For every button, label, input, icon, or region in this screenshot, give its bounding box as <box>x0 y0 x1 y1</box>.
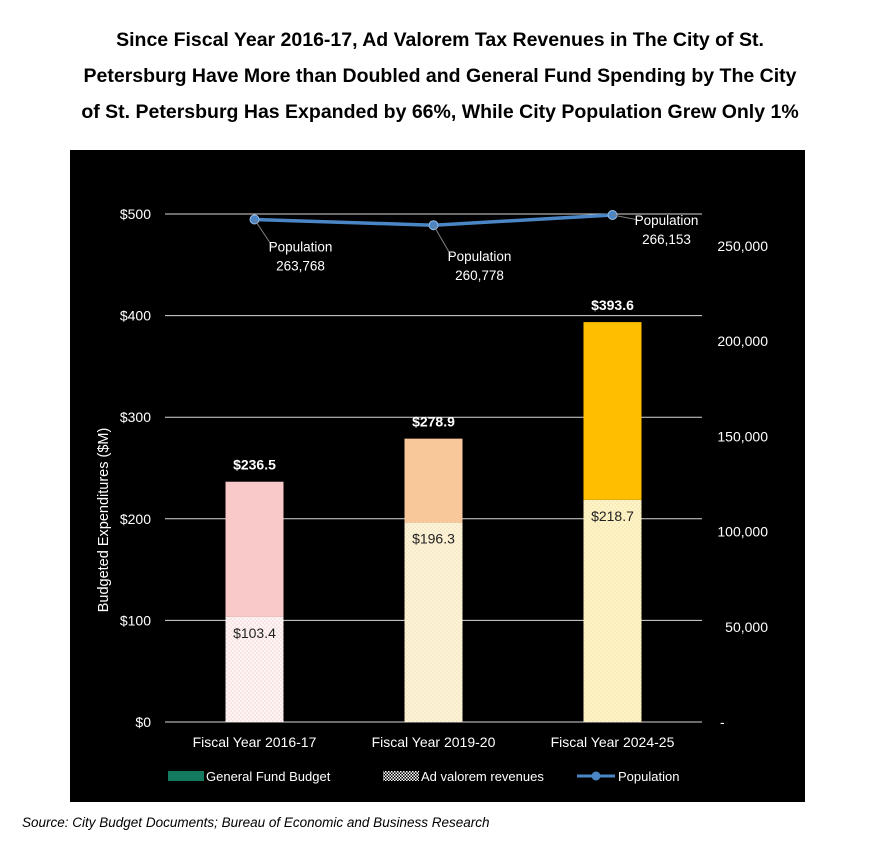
legend-label-ad-valorem: Ad valorem revenues <box>421 769 544 784</box>
legend-swatch-population-marker <box>591 771 601 781</box>
population-line-group <box>249 209 618 231</box>
legend-swatch-general-fund <box>168 771 204 781</box>
y-tick-label: $100 <box>120 612 151 628</box>
y-axis-title: Budgeted Expenditures ($M) <box>96 428 112 613</box>
bar-general-fund <box>583 322 642 500</box>
population-label-value: 266,153 <box>642 232 691 247</box>
population-leader-line <box>433 224 452 257</box>
bar-general-fund <box>404 438 463 523</box>
y2-tick-label: 150,000 <box>717 428 768 444</box>
population-leader-line <box>612 214 639 221</box>
title-line-2: Petersburg Have More than Doubled and Ge… <box>83 65 797 87</box>
y2-tick-label: 100,000 <box>717 524 768 540</box>
population-label-title: Population <box>269 240 333 255</box>
bar-ad-valorem <box>583 499 642 722</box>
axes: $0 $100 $200 $300 $400 $500 - 50,000 100,000 150,… <box>120 206 768 750</box>
y-tick-label: $200 <box>120 511 151 527</box>
data-labels: $236.5 $103.4 $278.9 $196.3 $393.6 $218.7 Popu… <box>233 213 698 641</box>
y2-tick-label: 200,000 <box>717 333 768 349</box>
x-tick-label: Fiscal Year 2024-25 <box>551 734 675 750</box>
x-tick-label: Fiscal Year 2016-17 <box>193 734 317 750</box>
ad-valorem-label: $218.7 <box>591 508 634 524</box>
y-tick-label: $500 <box>120 206 151 222</box>
x-tick-label: Fiscal Year 2019-20 <box>372 734 496 750</box>
legend-label-population: Population <box>618 769 679 784</box>
legend: General Fund Budget Ad valorem revenues … <box>168 769 679 784</box>
general-fund-label: $393.6 <box>591 297 634 313</box>
population-label-title: Population <box>635 213 699 228</box>
y2-tick-label: - <box>720 714 725 730</box>
population-leader-line <box>254 219 273 247</box>
y-tick-label: $400 <box>120 308 151 324</box>
legend-label-general-fund: General Fund Budget <box>206 769 331 784</box>
title-line-1: Since Fiscal Year 2016-17, Ad Valorem Ta… <box>116 29 764 51</box>
ad-valorem-label: $196.3 <box>412 531 455 547</box>
bars <box>225 322 642 722</box>
y2-tick-label: 50,000 <box>725 619 768 635</box>
bar-ad-valorem <box>404 522 463 722</box>
chart-area: $236.5 $103.4 $278.9 $196.3 $393.6 $218.7 Popu… <box>70 150 805 802</box>
population-label-title: Population <box>448 249 512 264</box>
y-tick-label: $300 <box>120 409 151 425</box>
bar-ad-valorem <box>225 616 284 722</box>
general-fund-label: $278.9 <box>412 414 455 430</box>
chart-svg: $236.5 $103.4 $278.9 $196.3 $393.6 $218.7 Popu… <box>96 206 768 784</box>
general-fund-label: $236.5 <box>233 457 276 473</box>
population-label-value: 263,768 <box>276 259 325 274</box>
y-tick-label: $0 <box>135 714 151 730</box>
y2-tick-label: 250,000 <box>717 238 768 254</box>
legend-swatch-ad-valorem <box>383 771 419 781</box>
bar-general-fund <box>225 481 284 617</box>
chart-title: Since Fiscal Year 2016-17, Ad Valorem Ta… <box>20 22 860 130</box>
title-line-3: of St. Petersburg Has Expanded by 66%, W… <box>81 101 799 123</box>
source-note: Source: City Budget Documents; Bureau of… <box>22 815 490 830</box>
population-label-value: 260,778 <box>455 268 504 283</box>
ad-valorem-label: $103.4 <box>233 625 276 641</box>
